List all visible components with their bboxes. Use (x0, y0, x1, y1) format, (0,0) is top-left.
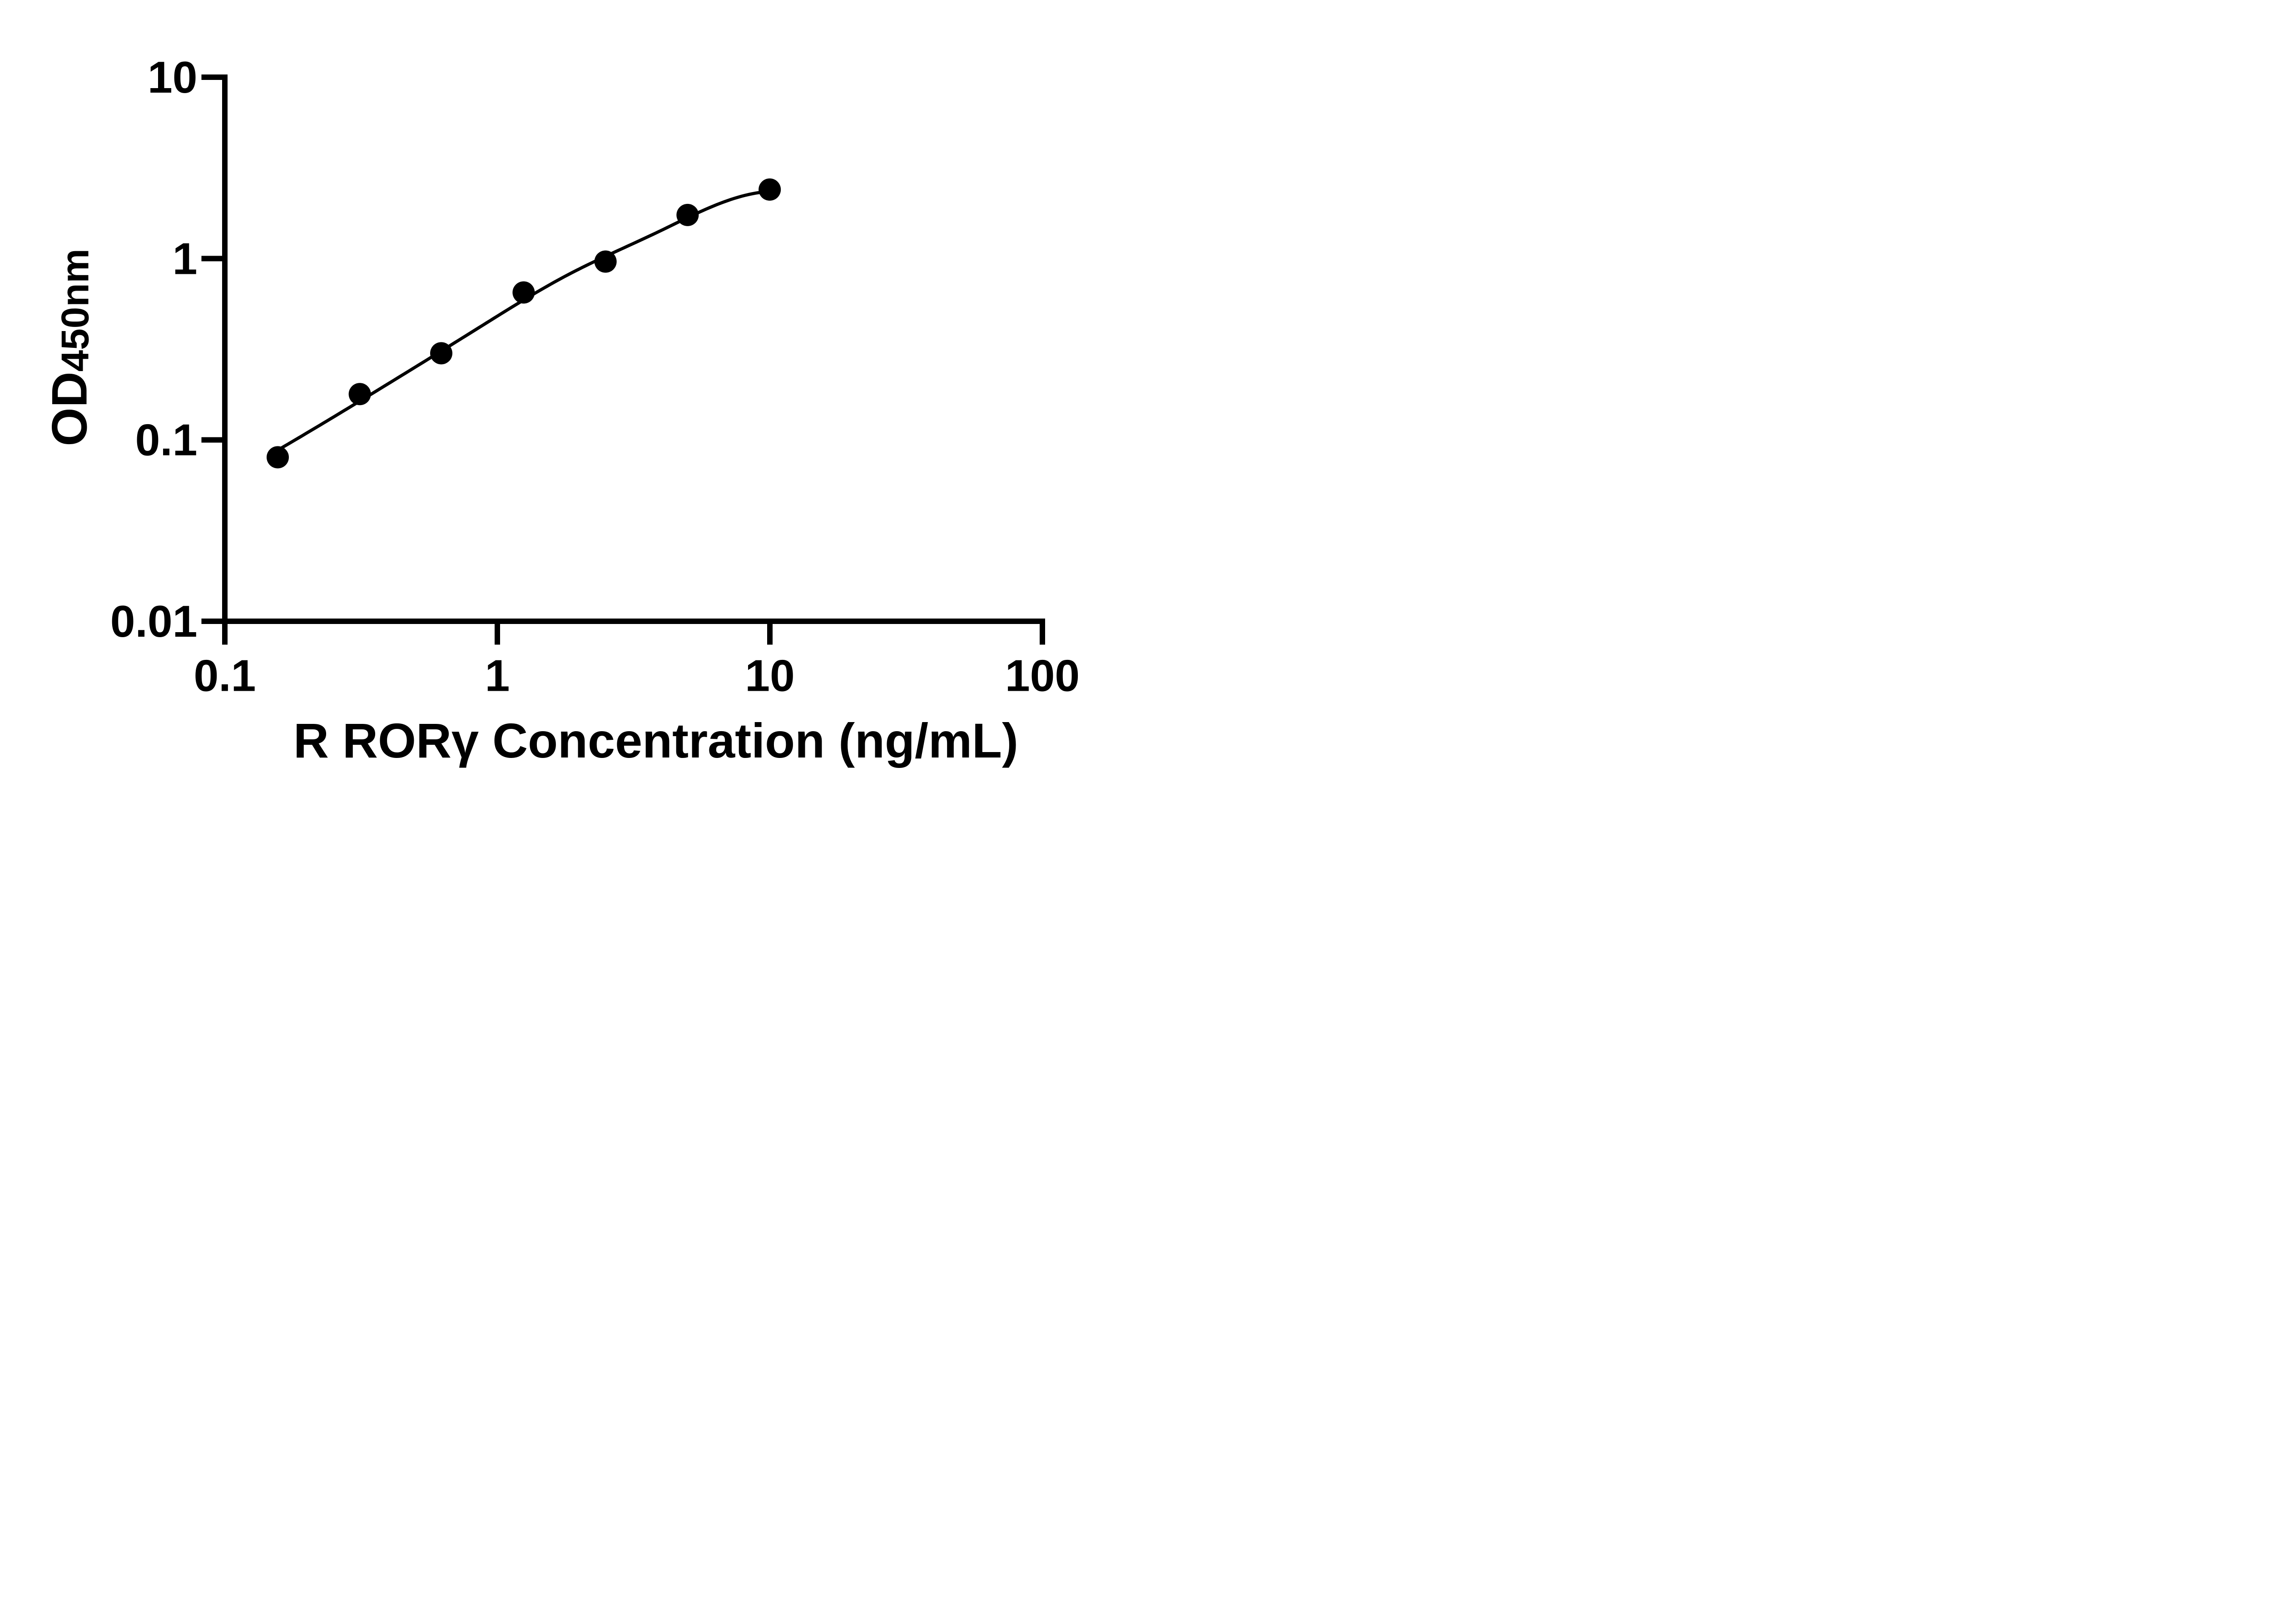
svg-text:1: 1 (173, 233, 198, 283)
svg-text:0.1: 0.1 (194, 651, 256, 701)
svg-text:100: 100 (1005, 651, 1080, 701)
svg-text:10: 10 (148, 52, 198, 102)
svg-text:0.1: 0.1 (135, 415, 198, 465)
svg-text:0.01: 0.01 (110, 596, 198, 646)
svg-text:OD450nm: OD450nm (42, 248, 98, 446)
svg-text:1: 1 (485, 651, 510, 701)
svg-text:10: 10 (745, 651, 795, 701)
svg-text:R RORγ Concentration (ng/mL): R RORγ Concentration (ng/mL) (293, 713, 1018, 768)
